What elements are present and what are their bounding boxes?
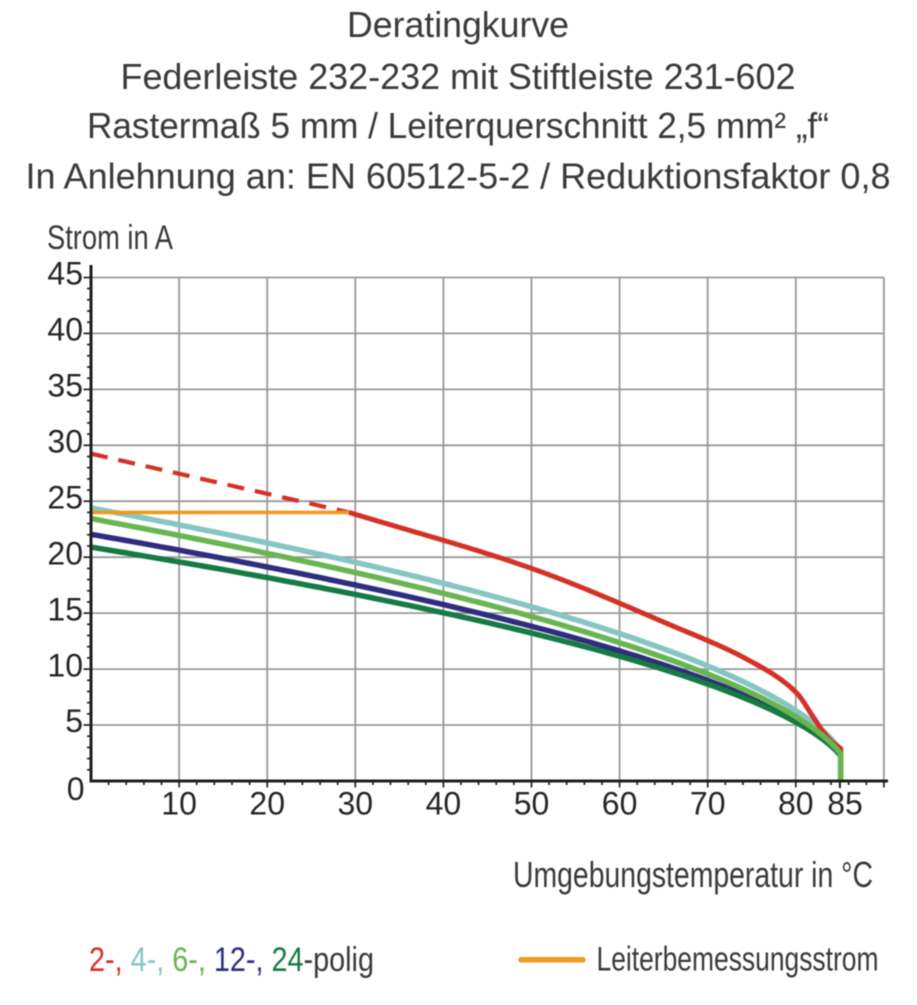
- svg-text:30: 30: [47, 424, 83, 460]
- svg-text:Umgebungstemperatur in °C: Umgebungstemperatur in °C: [513, 854, 873, 895]
- svg-text:50: 50: [514, 785, 550, 821]
- svg-text:Deratingkurve: Deratingkurve: [347, 4, 569, 45]
- svg-text:Federleiste 232-232 mit Stiftl: Federleiste 232-232 mit Stiftleiste 231-…: [121, 56, 796, 97]
- svg-text:Rastermaß 5 mm / Leiterquersch: Rastermaß 5 mm / Leiterquerschnitt 2,5 m…: [87, 105, 829, 146]
- svg-text:10: 10: [47, 647, 83, 683]
- svg-text:2-, 4-, 6-, 12-, 24-polig: 2-, 4-, 6-, 12-, 24-polig: [89, 941, 374, 979]
- svg-text:60: 60: [602, 785, 638, 821]
- svg-text:In Anlehnung an: EN 60512-5-2: In Anlehnung an: EN 60512-5-2 / Reduktio…: [26, 156, 891, 197]
- svg-text:30: 30: [338, 785, 374, 821]
- svg-text:25: 25: [47, 479, 83, 515]
- svg-text:20: 20: [249, 785, 285, 821]
- svg-text:85: 85: [827, 785, 863, 821]
- svg-text:5: 5: [65, 703, 83, 739]
- svg-text:45: 45: [47, 256, 83, 292]
- svg-text:80: 80: [778, 785, 814, 821]
- svg-text:35: 35: [47, 368, 83, 404]
- svg-text:0: 0: [67, 771, 85, 807]
- svg-text:Leiterbemessungsstrom: Leiterbemessungsstrom: [597, 941, 879, 979]
- svg-text:40: 40: [47, 312, 83, 348]
- svg-text:15: 15: [47, 591, 83, 627]
- svg-text:10: 10: [161, 785, 197, 821]
- svg-text:Strom in A: Strom in A: [47, 219, 173, 257]
- svg-text:20: 20: [47, 535, 83, 571]
- svg-text:40: 40: [426, 785, 462, 821]
- svg-text:70: 70: [690, 785, 726, 821]
